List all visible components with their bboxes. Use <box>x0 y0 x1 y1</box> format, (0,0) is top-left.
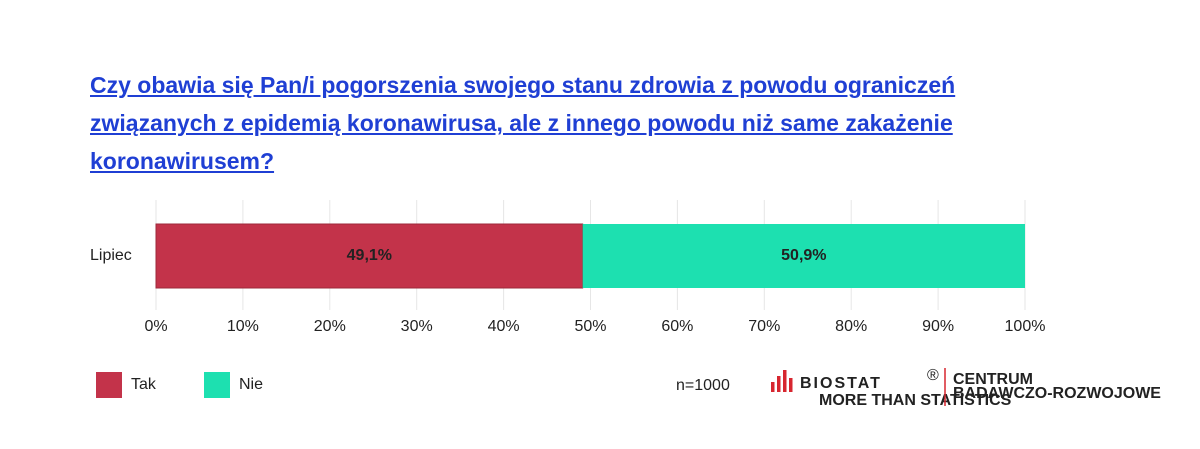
bar-segment <box>582 224 1025 288</box>
x-tick-label: 20% <box>314 318 346 335</box>
bar-segment <box>155 223 584 289</box>
x-tick-label: 80% <box>835 318 867 335</box>
legend-swatch <box>204 372 230 398</box>
x-tick-label: 10% <box>227 318 259 335</box>
x-tick-label: 100% <box>1005 318 1046 335</box>
x-tick-label: 60% <box>661 318 693 335</box>
logo-name: BIOSTAT <box>800 375 882 392</box>
legend-label: Nie <box>239 376 263 393</box>
chart-title: Czy obawia się Pan/i pogorszenia swojego… <box>90 72 956 174</box>
x-tick-label: 40% <box>488 318 520 335</box>
value-label: 49,1% <box>347 247 392 264</box>
logo-icon-bar <box>783 370 787 392</box>
x-tick-label: 30% <box>401 318 433 335</box>
legend-label: Tak <box>131 376 157 393</box>
value-label: 50,9% <box>781 247 826 264</box>
logo-icon-bar <box>777 376 781 392</box>
x-tick-label: 90% <box>922 318 954 335</box>
y-tick-label: Lipiec <box>90 247 132 264</box>
x-tick-label: 50% <box>574 318 606 335</box>
logo-icon-bar <box>789 378 793 392</box>
logo-icon-bar <box>771 382 775 392</box>
logo-unit: CENTRUM <box>953 371 1033 388</box>
logo-registered: ® <box>927 367 939 384</box>
legend-swatch <box>96 372 122 398</box>
x-tick-label: 0% <box>144 318 167 335</box>
sample-note: n=1000 <box>676 377 730 394</box>
logo-unit: BADAWCZO-ROZWOJOWE <box>953 385 1161 402</box>
x-tick-label: 70% <box>748 318 780 335</box>
logo-tagline: MORE THAN STATISTICS <box>819 392 1012 409</box>
